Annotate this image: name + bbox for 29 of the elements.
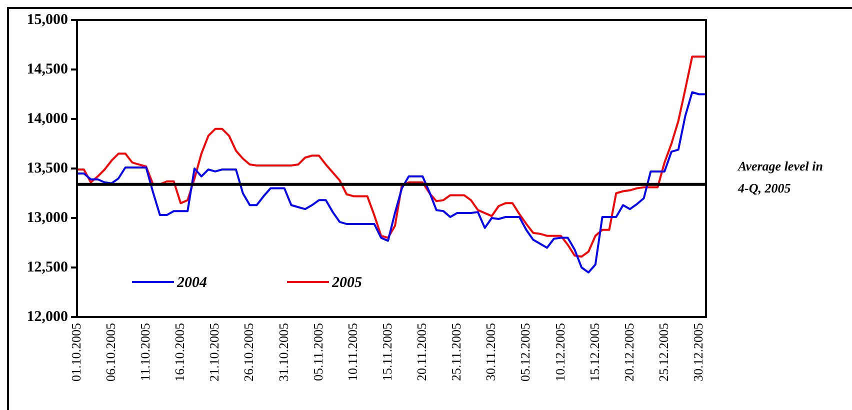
y-tick-label: 14,000 [26,110,68,127]
ref-line-label: Average level in 4-Q, 2005 [737,158,823,196]
x-tick-label: 10.12.2005 [552,323,568,382]
y-tick-label: 14,500 [26,61,68,78]
y-tick-label: 15,000 [26,12,68,28]
x-tick-label: 26.10.2005 [241,323,256,382]
x-tick-label: 30.11.2005 [483,323,498,382]
y-tick-label: 12,000 [26,308,68,325]
x-tick-label: 11.10.2005 [138,323,153,382]
x-tick-label: 31.10.2005 [276,323,291,382]
x-tick-label: 06.10.2005 [102,323,118,382]
x-tick-label: 25.11.2005 [448,323,464,382]
x-tick-label: 16.10.2005 [172,323,188,382]
y-tick-label: 12,500 [26,259,68,276]
legend-label: 2005 [331,274,362,291]
y-tick-label: 13,000 [26,210,68,226]
y-tick-label: 13,500 [26,160,68,176]
x-tick-label: 21.10.2005 [206,323,222,382]
legend-label: 2004 [176,274,208,291]
x-tick-label: 20.12.2005 [621,323,636,382]
x-tick-label: 10.11.2005 [344,323,360,382]
x-tick-label: 15.12.2005 [586,323,602,382]
x-tick-label: 01.10.2005 [68,323,84,382]
x-tick-label: 05.12.2005 [518,323,533,382]
x-tick-label: 15.11.2005 [379,323,394,382]
x-tick-label: 25.12.2005 [656,323,671,382]
x-tick-label: 05.11.2005 [310,323,326,382]
x-tick-label: 20.11.2005 [414,323,430,382]
x-tick-label: 30.12.2005 [690,323,706,382]
